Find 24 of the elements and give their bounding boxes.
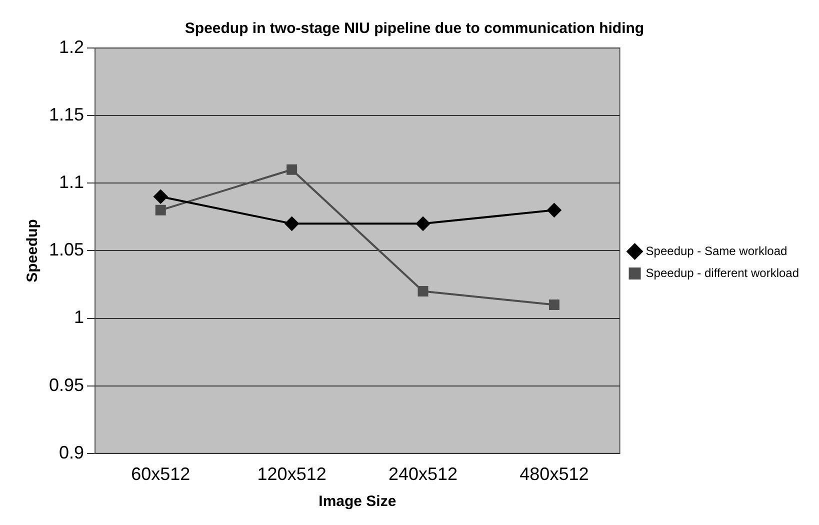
x-tick-label: 60x512 (131, 464, 190, 484)
point (418, 286, 428, 296)
y-tick-label: 1.15 (48, 104, 84, 125)
y-axis-title: Speedup (24, 219, 42, 282)
y-tick-label: 1.2 (59, 36, 84, 57)
x-tick-label: 240x512 (388, 464, 458, 484)
y-tick-label: 0.95 (48, 374, 84, 395)
y-tick-label: 1.1 (59, 172, 84, 192)
y-tick-label: 1 (74, 307, 84, 328)
x-tick-label: 120x512 (257, 464, 326, 484)
x-tick-label: 480x512 (520, 464, 589, 484)
point (286, 164, 298, 175)
y-tick-label: 1.05 (48, 240, 84, 260)
y-tick-label: 0.9 (59, 442, 84, 462)
legend-label: Speedup - Same workload (646, 244, 788, 258)
point (155, 204, 166, 216)
point (154, 190, 168, 204)
chart-title: Speedup in two-stage NIU pipeline due to communication hiding (184, 20, 644, 38)
point (548, 300, 560, 310)
x-axis-title: Image Size (318, 493, 396, 510)
legend-label: Speedup - different workload (646, 266, 800, 280)
point (284, 216, 299, 231)
point (547, 203, 562, 218)
point (416, 216, 430, 231)
